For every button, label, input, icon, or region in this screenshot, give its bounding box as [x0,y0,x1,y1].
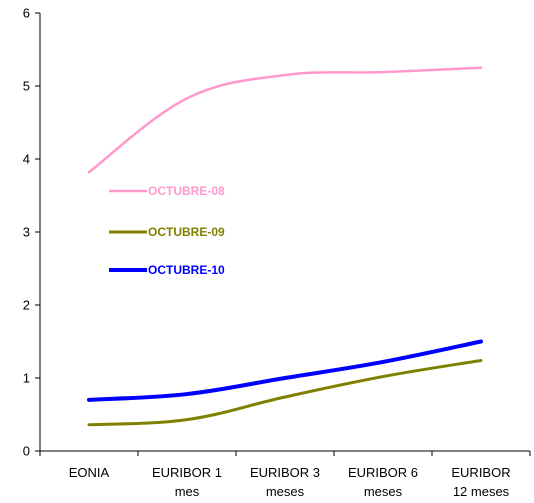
x-axis: EONIA EURIBOR 1 mes EURIBOR 3 meses EURIBOR 6… [39,450,531,499]
legend-label: OCTUBRE-09 [148,225,225,239]
x-tick-label: EURIBOR 6 meses [348,465,418,499]
series-line-octubre-10 [87,339,483,402]
y-tick-label: 3 [23,225,30,240]
legend-label: OCTUBRE-08 [148,184,225,198]
y-tick-label: 2 [23,298,30,313]
y-tick-label: 4 [23,152,30,167]
x-tick-label: EURIBOR 12 meses [451,465,510,499]
series-layer [87,66,483,427]
y-tick-label: 5 [23,79,30,94]
y-tick-label: 1 [23,371,30,386]
y-axis: 0 1 2 3 4 5 6 [23,6,41,459]
legend-label: OCTUBRE-10 [148,263,225,277]
x-tick-label: EURIBOR 3 meses [250,465,320,499]
x-tick-label: EURIBOR 1 mes [152,465,222,499]
series-line-octubre-09 [87,358,483,427]
x-tick-label: EONIA [69,465,110,480]
legend: OCTUBRE-08 OCTUBRE-09 OCTUBRE-10 [109,184,225,277]
y-tick-label: 6 [23,6,30,21]
y-tick-label: 0 [23,444,30,459]
series-line-octubre-08 [87,66,483,174]
